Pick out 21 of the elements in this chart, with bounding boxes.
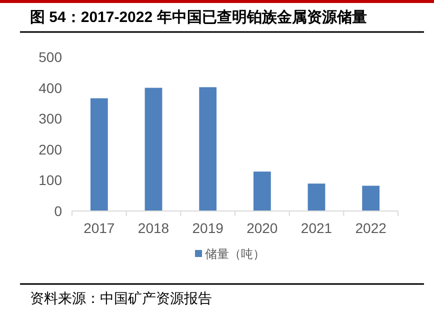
y-tick-label: 100 — [38, 172, 62, 188]
bar — [362, 186, 380, 211]
x-tick-label: 2018 — [138, 220, 170, 236]
bar — [308, 184, 326, 211]
y-tick-label: 200 — [38, 141, 62, 158]
x-tick-label: 2017 — [84, 220, 115, 236]
bar — [90, 98, 108, 211]
x-tick-label: 2022 — [355, 220, 387, 236]
text: 资料来源：中国矿产资源报告 — [30, 290, 212, 306]
y-tick-label: 300 — [38, 110, 62, 127]
legend-label: 储量（吨） — [205, 247, 265, 261]
y-tick-label: 400 — [38, 80, 62, 96]
x-tick-label: 2020 — [246, 220, 278, 236]
bar — [253, 172, 271, 211]
y-tick-label: 0 — [54, 203, 62, 219]
x-tick-label: 2021 — [300, 220, 332, 236]
bar — [199, 87, 217, 211]
chart-title: 图 54：2017-2022 年中国已查明铂族金属资源储量 — [30, 9, 367, 26]
y-tick-label: 500 — [38, 49, 62, 65]
bar — [144, 88, 162, 211]
x-tick-label: 2019 — [192, 220, 224, 236]
